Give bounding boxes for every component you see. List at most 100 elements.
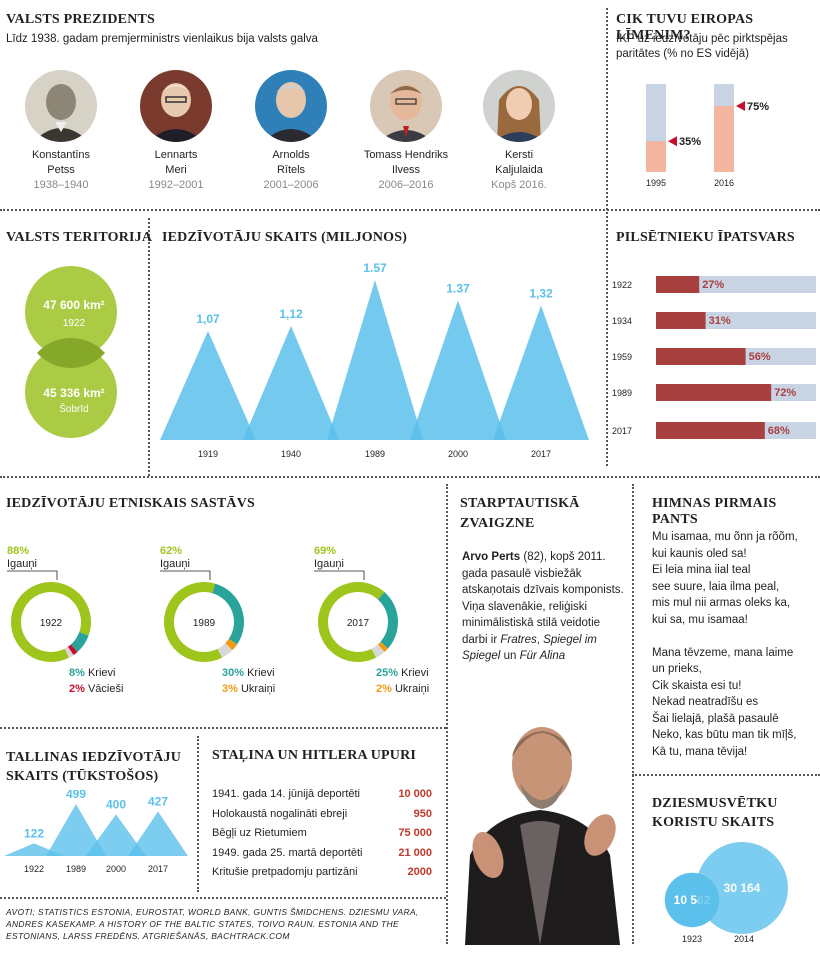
presidents-title: VALSTS PREZIDENTS bbox=[6, 12, 156, 27]
victims-label: Bēgļi uz Rietumiem bbox=[212, 827, 307, 839]
population-year-label: 2017 bbox=[531, 449, 551, 459]
territory-1922-year: 1922 bbox=[62, 318, 86, 329]
president-card: Kersti Kaljulaida Kopš 2016. bbox=[464, 70, 574, 193]
tallinn-value-label: 499 bbox=[66, 790, 86, 801]
victims-row: Kritušie pretpadomju partizāni 2000 bbox=[212, 866, 432, 884]
star-separator: , bbox=[536, 633, 544, 646]
territory-1922-value: 47 600 km² bbox=[43, 298, 105, 312]
presidents-subtitle: Līdz 1938. gadam premjerministrs vienlai… bbox=[6, 33, 318, 45]
victims-row: 1941. gada 14. jūnijā deportēti 10 000 bbox=[212, 788, 432, 806]
president-last-name: Petss bbox=[47, 164, 75, 176]
population-value-label: 1,07 bbox=[196, 312, 220, 326]
anthem-title: HIMNAS PIRMAIS PANTS bbox=[652, 496, 777, 527]
divider bbox=[632, 774, 820, 776]
urban-value-label: 31% bbox=[709, 315, 731, 327]
territory-now-year: Šobrīd bbox=[59, 404, 89, 415]
urban-bar bbox=[656, 348, 746, 365]
urban-chart: 1922 27% 1934 31% 1959 56% 1989 72% 2017 68% bbox=[612, 276, 816, 439]
star-separator: un bbox=[500, 650, 520, 662]
ethnic-top-label: Igauņi bbox=[314, 558, 344, 570]
star-description: (82), kopš 2011. gada pasaulē visbiežāk … bbox=[462, 551, 624, 646]
president-card: Tomass Hendriks Ilvess 2006–2016 bbox=[351, 70, 461, 193]
president-card: Arnolds Rītels 2001–2006 bbox=[236, 70, 346, 193]
anthem-line: Nekad neatradīšu es bbox=[652, 696, 759, 708]
ethnic-slice bbox=[225, 638, 238, 651]
president-last-name: Rītels bbox=[276, 164, 306, 176]
tallinn-year-label: 2000 bbox=[106, 864, 126, 874]
star-title-line: ZVAIGZNE bbox=[460, 516, 535, 531]
ethnic-slice bbox=[317, 582, 385, 662]
ethnic-top-pct: 69% bbox=[314, 545, 336, 557]
ethnic-slice bbox=[164, 582, 223, 662]
president-years: 1938–1940 bbox=[33, 179, 89, 191]
divider bbox=[0, 727, 446, 729]
star-work: Fratres bbox=[500, 633, 537, 646]
anthem-line: Neko, kas būtu man tik mīļš, bbox=[652, 729, 797, 741]
population-year-label: 1940 bbox=[281, 449, 301, 459]
president-card: Lennarts Meri 1992–2001 bbox=[121, 70, 231, 193]
population-peak bbox=[243, 325, 339, 440]
tallinn-year-label: 1989 bbox=[66, 864, 86, 874]
urban-year-label: 1922 bbox=[612, 280, 632, 290]
population-title: IEDZĪVOTĀJU SKAITS (MILJONOS) bbox=[162, 230, 408, 245]
victims-value: 75 000 bbox=[398, 827, 432, 839]
president-years: Kopš 2016. bbox=[491, 179, 547, 191]
president-years: 1992–2001 bbox=[148, 179, 204, 191]
urban-value-label: 56% bbox=[749, 351, 771, 363]
star-work: Für Alina bbox=[519, 650, 566, 662]
ethnic-slice bbox=[217, 643, 233, 658]
ethnic-legend-1: 25% Krievi bbox=[376, 667, 429, 679]
anthem-line: mis mul nii armas oleks ka, bbox=[652, 597, 791, 609]
victims-row: Holokaustā nogalināti ebreji 950 bbox=[212, 808, 432, 826]
population-year-label: 1989 bbox=[365, 449, 385, 459]
star-work: Spiegel im Spiegel bbox=[462, 633, 597, 663]
president-first-name: Arnolds bbox=[272, 149, 310, 161]
tallinn-peak bbox=[128, 811, 188, 856]
anthem-line: kui kaunis oled sa! bbox=[652, 547, 747, 560]
president-first-name: Lennarts bbox=[154, 149, 198, 161]
territory-venn bbox=[25, 266, 117, 438]
tallinn-value-label: 427 bbox=[148, 795, 168, 809]
sources-text: AVOTI; STATISTICS ESTONIA, EUROSTAT, WOR… bbox=[6, 907, 419, 941]
portrait-photo bbox=[25, 70, 97, 142]
urban-year-label: 1989 bbox=[612, 388, 632, 398]
tallinn-year-label: 1922 bbox=[24, 864, 44, 874]
ethnic-slice bbox=[67, 644, 78, 656]
ethnic-year-label: 1922 bbox=[40, 618, 63, 629]
overlap bbox=[37, 337, 105, 369]
urban-value-label: 72% bbox=[774, 387, 796, 399]
divider bbox=[446, 484, 448, 944]
president-first-name: Konstantīns bbox=[31, 149, 91, 161]
ethnic-slice bbox=[377, 591, 399, 649]
population-peak bbox=[410, 300, 506, 440]
ethnic-year-label: 2017 bbox=[347, 618, 370, 629]
urban-year-label: 1934 bbox=[612, 316, 632, 326]
tallinn-chart: 122 1922 499 1989 400 2000 427 2017 bbox=[4, 790, 188, 874]
portrait-photo bbox=[370, 70, 442, 142]
gdp-title: CIK TUVU EIROPAS LĪMENIM? bbox=[616, 12, 754, 43]
tallinn-year-label: 2017 bbox=[148, 864, 168, 874]
ethnic-legend-1: 8% Krievi bbox=[69, 667, 115, 679]
gdp-bar bbox=[714, 106, 734, 172]
gdp-year-label: 2016 bbox=[714, 178, 734, 188]
ethnic-top-label: Igauņi bbox=[7, 558, 37, 570]
ethnic-slice bbox=[377, 641, 389, 653]
victims-value: 950 bbox=[413, 807, 432, 820]
choir-title-line: KORISTU SKAITS bbox=[652, 815, 775, 830]
ethnic-slice bbox=[70, 632, 89, 653]
ethnic-slice bbox=[212, 583, 244, 645]
anthem-line: Šai lielajā, plašā pasaulē bbox=[652, 712, 779, 725]
star-name: Arvo Perts bbox=[462, 551, 521, 563]
urban-year-label: 1959 bbox=[612, 352, 632, 362]
ethnic-title: IEDZĪVOTĀJU ETNISKAIS SASTĀVS bbox=[6, 496, 256, 511]
president-card: Konstantīns Petss 1938–1940 bbox=[6, 70, 116, 193]
anthem-line: Cik skaista esi tu! bbox=[652, 679, 742, 692]
urban-year-label: 2017 bbox=[612, 426, 632, 436]
gdp-marker bbox=[668, 136, 677, 147]
tallinn-title-line: SKAITS (TŪKSTOŠOS) bbox=[6, 769, 159, 784]
divider bbox=[606, 8, 608, 466]
tallinn-peak bbox=[86, 814, 146, 856]
president-first-name: Tomass Hendriks bbox=[363, 149, 449, 161]
choir-value-label: 30 164 bbox=[724, 881, 761, 895]
